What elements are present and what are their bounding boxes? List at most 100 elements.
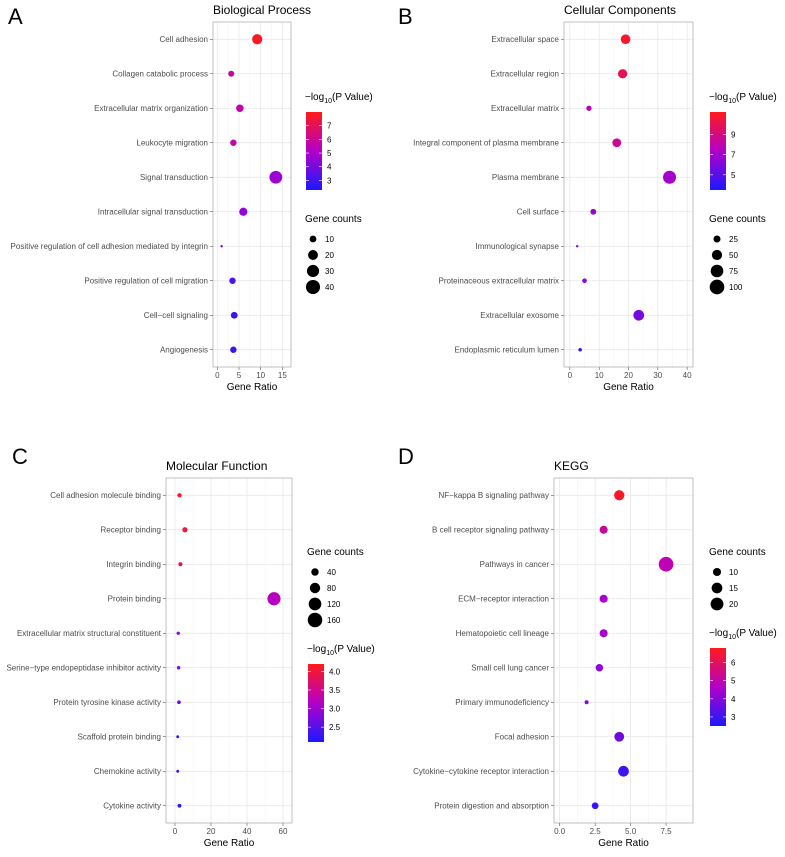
size-legend-title: Gene counts — [305, 214, 362, 225]
size-legend-label: 160 — [327, 616, 341, 625]
y-category-label: Hematopoietic cell lineage — [456, 629, 550, 638]
data-point[interactable] — [252, 34, 263, 45]
data-point[interactable] — [236, 104, 244, 113]
y-category-label: Protein tyrosine kinase activity — [53, 698, 161, 707]
colorbar — [710, 112, 726, 190]
size-legend-label: 20 — [325, 251, 334, 260]
color-legend-title: −log10(P Value) — [709, 628, 777, 641]
data-point[interactable] — [575, 245, 579, 248]
data-point[interactable] — [590, 208, 597, 215]
size-legend-label: 30 — [325, 267, 334, 276]
size-legend-label: 15 — [729, 584, 738, 593]
data-point[interactable] — [267, 592, 281, 606]
size-legend-label: 20 — [729, 600, 738, 609]
x-axis-title: Gene Ratio — [603, 382, 654, 393]
plot-area — [213, 22, 291, 367]
data-point[interactable] — [599, 629, 608, 638]
y-category-label: Extracellular matrix structural constitu… — [17, 629, 162, 638]
data-point[interactable] — [230, 139, 237, 146]
plot-frame — [553, 477, 694, 824]
y-category-label: Cytokine−cytokine receptor interaction — [413, 767, 549, 776]
data-point[interactable] — [599, 594, 608, 603]
color-legend-title: −log10(P Value) — [307, 644, 375, 657]
x-tick-label: 5.0 — [625, 827, 637, 836]
data-point[interactable] — [177, 493, 182, 498]
panel-a: A Biological Process 0 5 10 15 Cell adhesion Co… — [8, 3, 373, 393]
size-legend-key — [711, 249, 723, 261]
size-legend-label: 75 — [729, 267, 738, 276]
y-category-label: NF−kappa B signaling pathway — [438, 491, 549, 500]
data-point[interactable] — [578, 347, 582, 352]
size-legend-label: 25 — [729, 235, 738, 244]
x-tick-label: 2.5 — [590, 827, 602, 836]
size-legend-key — [311, 568, 319, 576]
data-point[interactable] — [230, 346, 237, 353]
y-category-label: Collagen catabolic process — [112, 70, 208, 79]
size-legend-key — [307, 612, 323, 628]
data-point[interactable] — [614, 490, 625, 501]
colorbar-tick-label: 7 — [731, 151, 736, 160]
data-point[interactable] — [591, 802, 599, 810]
colorbar — [308, 664, 324, 742]
data-point[interactable] — [177, 803, 182, 808]
y-category-label: Integral component of plasma membrane — [413, 139, 559, 148]
y-category-label: Signal transduction — [140, 173, 208, 182]
x-tick-label: 40 — [243, 827, 252, 836]
data-point[interactable] — [617, 69, 628, 79]
x-tick-label: 20 — [624, 371, 633, 380]
data-point[interactable] — [176, 666, 181, 670]
data-point[interactable] — [618, 765, 629, 777]
y-category-label: Chemokine activity — [94, 767, 161, 776]
y-category-label: Cell adhesion — [160, 35, 208, 44]
x-tick-label: 7.5 — [660, 827, 672, 836]
data-point[interactable] — [658, 556, 674, 572]
y-category-label: Focal adhesion — [495, 733, 549, 742]
data-point[interactable] — [229, 277, 236, 284]
data-point[interactable] — [612, 138, 622, 148]
size-legend-title: Gene counts — [709, 214, 766, 225]
x-tick-label: 0.0 — [554, 827, 566, 836]
size-legend-label: 50 — [729, 251, 738, 260]
size-legend-key — [712, 567, 722, 577]
data-point[interactable] — [230, 311, 238, 319]
size-legend-key — [306, 264, 320, 278]
data-point[interactable] — [228, 70, 235, 77]
x-axis-title: Gene Ratio — [598, 838, 649, 849]
data-point[interactable] — [220, 245, 223, 248]
data-point[interactable] — [239, 207, 248, 216]
data-point[interactable] — [182, 527, 188, 533]
size-legend-key — [710, 597, 724, 611]
colorbar-tick-label: 4.0 — [329, 667, 341, 676]
size-legend: Gene counts 10 20 30 40 — [305, 214, 362, 295]
data-point[interactable] — [176, 631, 180, 635]
size-legend-label: 120 — [327, 600, 341, 609]
data-point[interactable] — [582, 278, 587, 284]
data-point[interactable] — [633, 309, 645, 321]
color-legend-title: −log10(P Value) — [709, 92, 777, 105]
size-legend-key — [713, 235, 721, 243]
data-point[interactable] — [584, 700, 589, 705]
data-point[interactable] — [599, 525, 608, 534]
panel-title: Molecular Function — [166, 459, 267, 473]
data-point[interactable] — [176, 769, 180, 773]
data-point[interactable] — [176, 735, 180, 739]
data-point[interactable] — [178, 562, 183, 567]
y-category-label: Scaffold protein binding — [78, 733, 161, 742]
data-point[interactable] — [620, 34, 631, 45]
panel-c: C Molecular Function 0 20 40 60 Cell adhesion … — [6, 444, 374, 849]
data-point[interactable] — [663, 170, 677, 184]
colorbar-tick-label: 7 — [327, 122, 332, 131]
size-legend-title: Gene counts — [709, 547, 766, 558]
data-point[interactable] — [595, 664, 604, 672]
size-legend: Gene counts 10 15 20 — [709, 547, 766, 611]
data-point[interactable] — [586, 105, 592, 111]
color-legend: −log10(P Value) 5 7 9 — [709, 92, 777, 190]
size-legend-label: 80 — [327, 584, 336, 593]
data-point[interactable] — [614, 731, 625, 742]
data-point[interactable] — [269, 170, 283, 184]
size-legend-key — [710, 264, 724, 278]
panel-d: D KEGG 0.0 2.5 5.0 7.5 NF−kappa B signaling pa… — [398, 444, 777, 849]
size-legend-label: 10 — [325, 235, 334, 244]
data-point[interactable] — [177, 700, 181, 705]
